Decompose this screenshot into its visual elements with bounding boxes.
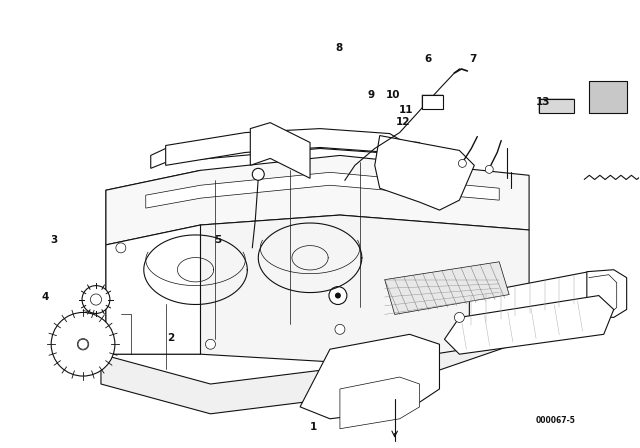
Polygon shape: [469, 271, 599, 327]
Polygon shape: [106, 170, 200, 354]
Circle shape: [335, 324, 345, 334]
Circle shape: [78, 339, 88, 349]
Circle shape: [454, 312, 465, 323]
Text: 4: 4: [41, 293, 49, 302]
Circle shape: [205, 339, 216, 349]
Circle shape: [485, 165, 493, 173]
Polygon shape: [200, 215, 529, 364]
Polygon shape: [340, 377, 420, 429]
Circle shape: [77, 339, 89, 350]
Polygon shape: [106, 155, 529, 245]
Polygon shape: [101, 310, 529, 414]
Text: 9: 9: [367, 90, 374, 100]
Text: 000067-5: 000067-5: [536, 416, 576, 425]
Text: 10: 10: [386, 90, 401, 100]
Text: 8: 8: [335, 43, 343, 53]
Circle shape: [51, 312, 115, 376]
Polygon shape: [300, 334, 440, 419]
Circle shape: [458, 159, 467, 168]
Polygon shape: [151, 136, 420, 168]
Text: 13: 13: [536, 97, 550, 107]
Text: 12: 12: [396, 116, 410, 127]
Circle shape: [116, 243, 126, 253]
Circle shape: [82, 286, 110, 314]
Polygon shape: [106, 225, 200, 354]
Polygon shape: [444, 296, 614, 354]
Text: 1: 1: [310, 422, 317, 432]
Bar: [422, 95, 444, 109]
Text: 2: 2: [166, 332, 174, 343]
Circle shape: [335, 293, 341, 298]
Polygon shape: [166, 129, 404, 165]
Circle shape: [252, 168, 264, 180]
Text: 11: 11: [399, 105, 413, 116]
Text: 3: 3: [50, 235, 57, 245]
Polygon shape: [250, 123, 310, 178]
Bar: [589, 81, 627, 113]
Polygon shape: [385, 262, 509, 314]
Text: 5: 5: [214, 235, 221, 245]
Text: 7: 7: [469, 54, 477, 64]
Circle shape: [90, 294, 102, 305]
Polygon shape: [587, 270, 627, 318]
Bar: [539, 99, 574, 113]
Circle shape: [329, 287, 347, 305]
Polygon shape: [146, 172, 499, 208]
Polygon shape: [375, 136, 474, 210]
Text: 6: 6: [425, 54, 432, 64]
